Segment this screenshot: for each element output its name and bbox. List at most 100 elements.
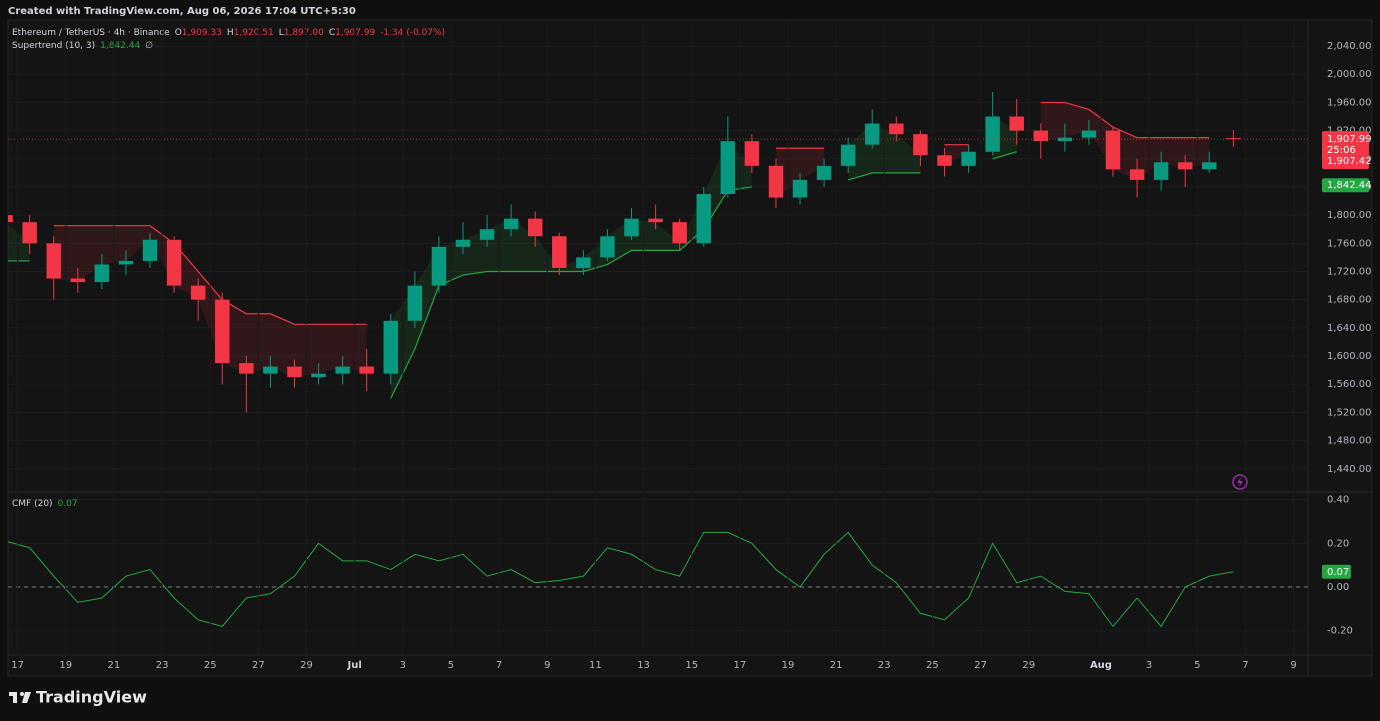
trend-fill [390, 141, 752, 399]
candle-body [239, 363, 254, 374]
x-tick-label: 27 [252, 660, 265, 671]
candle-body [1081, 130, 1097, 138]
countdown: 25:06 [1327, 145, 1356, 156]
candle-body [552, 236, 567, 268]
logo-text: TradingView [36, 688, 147, 707]
x-tick-label: 17 [11, 660, 24, 671]
legend-key: O [175, 28, 182, 38]
trend-fill [8, 224, 30, 261]
candle-body [142, 239, 158, 261]
candle-body [215, 299, 230, 364]
cmf-value: 0.07 [58, 499, 78, 509]
candle-body [46, 243, 61, 279]
legend-key: C [329, 28, 335, 38]
legend-value: 1,897.00 [284, 28, 324, 38]
created-note: Created with TradingView.com, Aug 06, 20… [8, 6, 356, 17]
x-tick-label: 13 [637, 660, 650, 671]
y-tick-label: 1,960.00 [1327, 97, 1372, 108]
candle-body [600, 236, 615, 258]
alert-bolt [1237, 477, 1243, 487]
overlay: 1,440.00 1,480.00 1,520.00 1,560.00 1,600.00… [11, 20, 1372, 671]
candle-body [792, 179, 808, 198]
candle-body [166, 239, 182, 286]
x-tick-label: 27 [974, 660, 987, 671]
indicator-name: Supertrend (10, 3) [12, 41, 95, 51]
candle-body [1226, 138, 1241, 140]
y-tick-label: 1,760.00 [1327, 238, 1372, 249]
candle-body [696, 194, 711, 244]
y-tick-label: 1,640.00 [1327, 323, 1372, 334]
candle-body [528, 218, 543, 237]
x-tick-label: 15 [685, 660, 698, 671]
alert-icon[interactable] [1232, 474, 1248, 490]
candle-body [503, 218, 519, 230]
x-tick-label: 23 [156, 660, 169, 671]
candle-body [720, 141, 736, 195]
candle-body [8, 215, 13, 223]
cmf-value-box [1322, 564, 1351, 579]
y-tick-label: -0.20 [1327, 626, 1353, 637]
candle-body [383, 320, 398, 374]
candle-body [311, 373, 326, 378]
indicator-value: 1,842.44 [100, 41, 140, 51]
logo-icon [9, 692, 31, 703]
x-tick-label: Aug [1090, 660, 1112, 671]
x-tick-label: 7 [1242, 660, 1248, 671]
candle-body [937, 155, 952, 166]
candle-body [576, 257, 591, 268]
y-tick-label: 1,440.00 [1327, 464, 1372, 475]
trend-fill [1040, 102, 1210, 180]
cmf-legend: CMF (20) 0.07 [12, 499, 78, 509]
legend-value: 1,920.51 [234, 28, 274, 38]
candle-body [913, 134, 928, 156]
candle-body [263, 366, 278, 374]
candle-body [840, 144, 856, 166]
candle-body [455, 239, 471, 247]
candle-body [94, 264, 110, 283]
candle-body [1105, 130, 1121, 170]
legend-symbol: Ethereum / TetherUS · 4h · Binance [12, 28, 170, 38]
candle-body [816, 165, 832, 180]
y-tick-label: 0.20 [1327, 538, 1349, 549]
legend-change: -1.34 (-0.07%) [380, 28, 445, 38]
x-tick-label: 3 [1146, 660, 1152, 671]
x-tick-label: 5 [448, 660, 454, 671]
y-tick-label: 0.40 [1327, 495, 1349, 506]
candle-body [287, 366, 302, 378]
candle-body [70, 278, 86, 283]
candle-body [407, 285, 423, 321]
y-tick-label: 0.00 [1327, 582, 1349, 593]
y-tick-label: 1,800.00 [1327, 210, 1372, 221]
x-tick-label: 25 [204, 660, 217, 671]
y-tick-label: 1,680.00 [1327, 295, 1372, 306]
x-tick-label: 21 [830, 660, 843, 671]
candle-body [1178, 162, 1193, 170]
x-tick-label: 17 [733, 660, 746, 671]
candle-body [1033, 130, 1048, 142]
candle-body [648, 218, 663, 223]
x-tick-label: 23 [878, 660, 891, 671]
x-tick-label: 7 [496, 660, 502, 671]
legend-value: 1,907.99 [335, 28, 375, 38]
legend-key: L [279, 28, 284, 38]
candle-body [118, 260, 134, 265]
candle-body [768, 165, 784, 198]
logo-part [20, 692, 24, 696]
x-tick-label: 29 [1022, 660, 1035, 671]
candle-body [1153, 162, 1169, 180]
candle-body [624, 218, 639, 237]
y-tick-label: 1,600.00 [1327, 351, 1372, 362]
last-price-box [1322, 131, 1369, 170]
cmf-pane [8, 499, 1308, 632]
candle-body [359, 366, 374, 374]
candle-body [479, 229, 495, 240]
x-tick-label: 11 [589, 660, 602, 671]
y-tick-label: 1,480.00 [1327, 436, 1372, 447]
candle-body [1202, 162, 1217, 170]
x-tick-label: Jul [347, 660, 362, 671]
legend: Ethereum / TetherUS · 4h · Binance O1,909… [12, 28, 445, 38]
legend-value: 1,909.33 [182, 28, 222, 38]
x-tick-label: 25 [926, 660, 939, 671]
